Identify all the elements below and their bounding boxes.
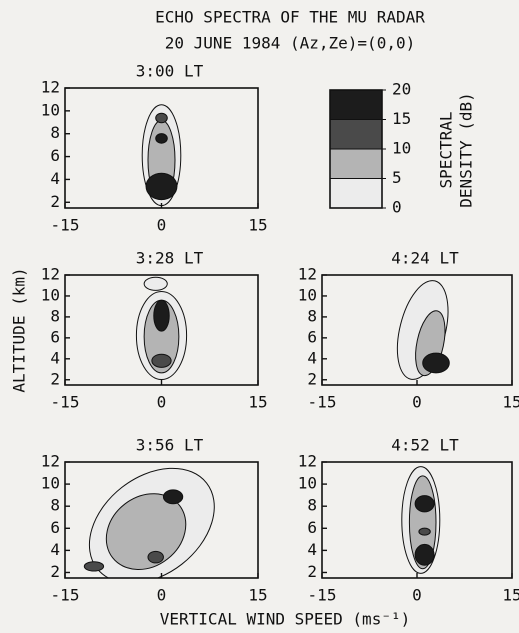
y-tick-label: 12	[298, 265, 317, 284]
x-tick-label: 15	[502, 586, 519, 605]
figure-title: ECHO SPECTRA OF THE MU RADAR	[155, 8, 425, 27]
colorbar-band	[330, 120, 382, 150]
contour-region	[156, 113, 168, 123]
x-tick-label: 0	[412, 393, 422, 412]
contour-region	[144, 277, 167, 290]
y-tick-label: 10	[41, 100, 60, 119]
contour-region	[163, 490, 182, 504]
contour-region	[415, 496, 434, 512]
x-tick-label: -15	[308, 393, 337, 412]
contour-field	[136, 277, 186, 379]
figure: ECHO SPECTRA OF THE MU RADAR 20 JUNE 198…	[0, 0, 519, 633]
y-tick-label: 8	[307, 306, 317, 325]
y-tick-label: 10	[298, 285, 317, 304]
y-tick-label: 10	[298, 474, 317, 493]
colorbar-label: DENSITY (dB)	[457, 92, 476, 208]
x-tick-label: 0	[157, 586, 167, 605]
colorbar-tick-label: 5	[392, 168, 402, 187]
y-tick-label: 6	[307, 327, 317, 346]
y-tick-label: 2	[50, 562, 60, 581]
x-tick-label: 0	[157, 216, 167, 235]
contour-region	[423, 353, 450, 373]
colorbar-label: SPECTRAL	[437, 111, 456, 188]
contour-region	[84, 562, 103, 571]
y-tick-label: 10	[41, 474, 60, 493]
y-tick-label: 12	[41, 452, 60, 471]
y-tick-label: 12	[41, 78, 60, 97]
y-tick-label: 2	[307, 562, 317, 581]
contour-field	[67, 445, 236, 607]
panel-title: 4:52 LT	[391, 436, 459, 455]
y-tick-label: 2	[50, 192, 60, 211]
colorbar-band	[330, 149, 382, 179]
contour-region	[148, 551, 163, 563]
y-tick-label: 8	[50, 306, 60, 325]
x-tick-label: 15	[248, 216, 267, 235]
contour-region	[156, 134, 168, 144]
x-tick-label: -15	[51, 216, 80, 235]
x-tick-label: 0	[157, 393, 167, 412]
figure-subtitle: 20 JUNE 1984 (Az,Ze)=(0,0)	[165, 34, 415, 53]
panel-title: 4:24 LT	[391, 249, 459, 268]
contour-region	[419, 528, 430, 535]
contour-field	[402, 467, 440, 574]
x-tick-label: -15	[308, 586, 337, 605]
colorbar-band	[330, 179, 382, 209]
contour-field	[142, 105, 181, 206]
panel-title: 3:56 LT	[136, 436, 204, 455]
panel: 4:52 LT 2 4 6 8 10 12 -15 0 15	[298, 436, 519, 605]
colorbar-tick-label: 15	[392, 109, 411, 128]
contour-region	[146, 173, 177, 199]
colorbar-tick-label: 10	[392, 139, 411, 158]
y-tick-label: 4	[307, 540, 317, 559]
contour-region	[154, 300, 169, 331]
y-tick-label: 2	[50, 369, 60, 388]
colorbar-tick-label: 0	[392, 198, 402, 217]
x-tick-label: 0	[412, 586, 422, 605]
y-tick-label: 6	[50, 146, 60, 165]
y-tick-label: 8	[50, 123, 60, 142]
contour-field	[388, 275, 457, 384]
y-tick-label: 4	[307, 348, 317, 367]
y-axis-label: ALTITUDE (km)	[10, 267, 29, 392]
colorbar-band	[330, 90, 382, 120]
panel: 3:00 LT 2 4 6 8 10 12 -15 0 15	[41, 62, 268, 235]
y-tick-label: 6	[50, 327, 60, 346]
x-tick-label: 15	[502, 393, 519, 412]
colorbar-tick-label: 20	[392, 80, 411, 99]
x-tick-label: -15	[51, 586, 80, 605]
panel: 3:56 LT 2 4 6 8 10 12 -15 0 15	[41, 436, 268, 607]
y-tick-label: 10	[41, 285, 60, 304]
y-tick-label: 4	[50, 169, 60, 188]
x-tick-label: 15	[248, 393, 267, 412]
y-tick-label: 6	[307, 518, 317, 537]
contour-region	[415, 544, 434, 565]
x-axis-label: VERTICAL WIND SPEED (ms⁻¹)	[160, 610, 410, 629]
panel-title: 3:28 LT	[136, 249, 204, 268]
y-tick-label: 6	[50, 518, 60, 537]
x-tick-label: 15	[248, 586, 267, 605]
y-tick-label: 8	[307, 496, 317, 515]
x-tick-label: -15	[51, 393, 80, 412]
y-tick-label: 12	[41, 265, 60, 284]
y-tick-label: 12	[298, 452, 317, 471]
y-tick-label: 4	[50, 348, 60, 367]
y-tick-label: 4	[50, 540, 60, 559]
panel-title: 3:00 LT	[136, 62, 204, 81]
y-tick-label: 2	[307, 369, 317, 388]
contour-region	[152, 354, 171, 367]
y-tick-label: 8	[50, 496, 60, 515]
